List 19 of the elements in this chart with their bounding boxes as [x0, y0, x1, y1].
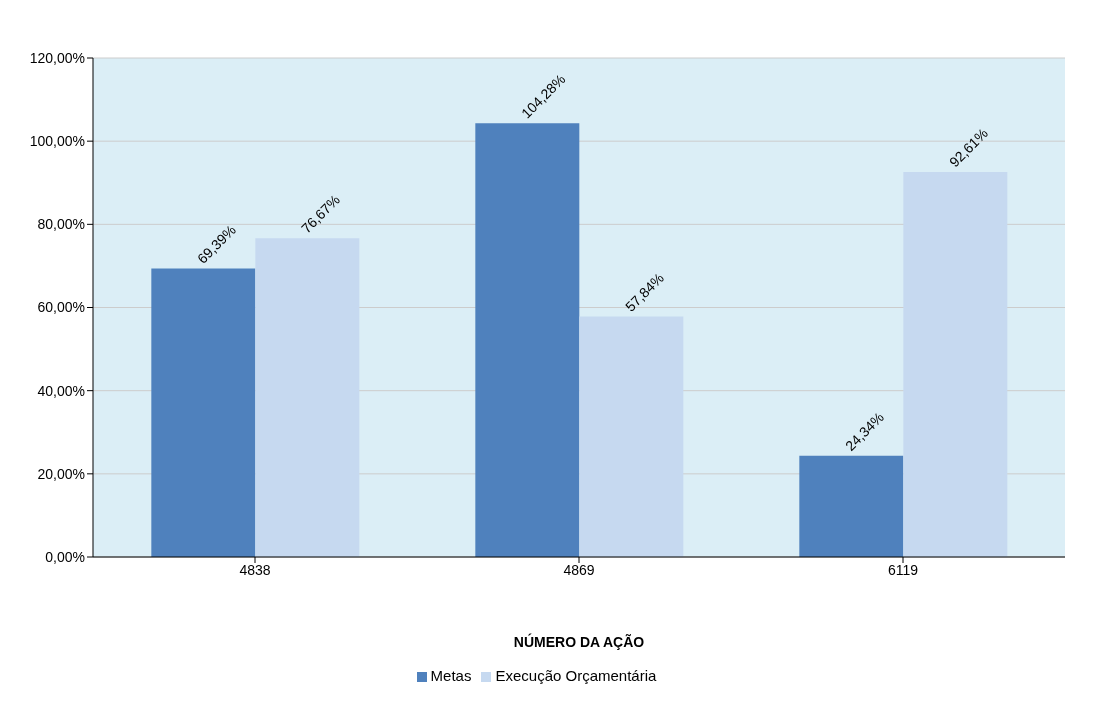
y-tick-label: 0,00%	[45, 548, 85, 565]
x-tick-label: 6119	[887, 561, 919, 578]
y-tick-label: 20,00%	[37, 465, 85, 482]
y-tick-label: 60,00%	[37, 299, 85, 316]
bar	[255, 238, 360, 557]
bar	[475, 123, 580, 557]
x-tick-label: 4869	[563, 561, 595, 578]
y-tick-label: 100,00%	[29, 133, 85, 150]
bar	[579, 316, 684, 557]
y-tick-label: 40,00%	[37, 382, 85, 399]
legend-label: Execução Orçamentária	[495, 667, 657, 684]
y-tick-label: 120,00%	[29, 49, 85, 66]
y-tick-label: 80,00%	[37, 216, 85, 233]
legend-label: Metas	[430, 667, 472, 684]
bar	[799, 455, 904, 557]
bar	[903, 171, 1008, 557]
bar	[151, 268, 256, 557]
x-tick-label: 4838	[239, 561, 271, 578]
x-axis-title: NÚMERO DA AÇÃO	[513, 633, 645, 650]
